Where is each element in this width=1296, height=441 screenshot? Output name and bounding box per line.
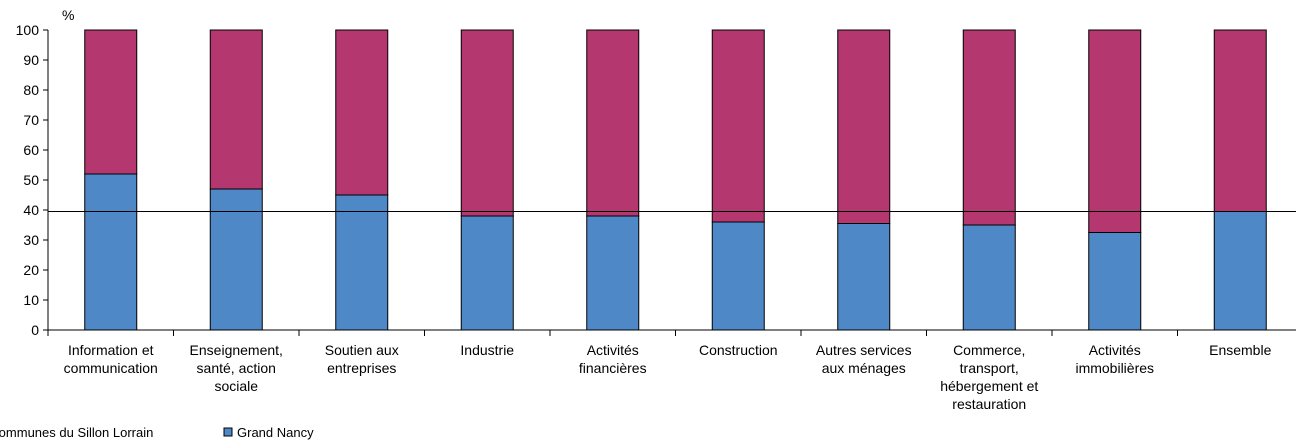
bar-segment-grand-nancy (335, 194, 389, 331)
y-tick-label: 30 (23, 232, 39, 248)
y-tick-label: 90 (23, 52, 39, 68)
x-axis: Information et communication Enseignement,… (47, 329, 1296, 412)
x-category-label: Ensemble (1209, 342, 1271, 358)
legend-label: Autres communes du Sillon Lorrain (0, 425, 153, 440)
bars (48, 29, 1296, 331)
bar-segment-grand-nancy (460, 215, 514, 331)
bar-segment-autres-communes (84, 29, 138, 175)
y-axis: 0 10 20 30 40 50 60 70 80 90 100 (16, 22, 49, 338)
x-category-label: Construction (699, 342, 778, 358)
bar-segment-grand-nancy (711, 221, 765, 331)
bar-segment-autres-communes (335, 29, 389, 196)
y-tick-label: 70 (23, 112, 39, 128)
bar-segment-grand-nancy (837, 223, 891, 331)
legend-swatch (223, 427, 233, 437)
y-tick-label: 100 (16, 22, 40, 38)
bar-segment-grand-nancy (209, 188, 263, 331)
y-tick-label: 60 (23, 142, 39, 158)
y-tick-label: 0 (31, 322, 39, 338)
x-category-label: Autres services aux ménages (816, 342, 912, 376)
bar-segment-grand-nancy (586, 215, 640, 331)
x-category-label: Soutien aux entreprises (325, 342, 399, 376)
bar-segment-autres-communes (586, 29, 640, 217)
x-category-label: Enseignement, santé, action sociale (190, 342, 283, 394)
y-unit-label: % (62, 7, 74, 23)
bar-segment-autres-communes (837, 29, 891, 224)
y-tick-label: 40 (23, 202, 39, 218)
bar-segment-grand-nancy (84, 173, 138, 331)
x-category-label: Activités immobilières (1075, 342, 1154, 376)
y-tick-label: 80 (23, 82, 39, 98)
y-tick-label: 50 (23, 172, 39, 188)
x-category-label: Activités financières (579, 342, 647, 376)
bar-segment-autres-communes (1088, 29, 1142, 233)
bar-segment-grand-nancy (1213, 211, 1267, 331)
legend-label: Grand Nancy (237, 425, 314, 440)
bar-segment-autres-communes (711, 29, 765, 223)
y-tick-label: 20 (23, 262, 39, 278)
x-category-label: Commerce, transport, hébergement et restaur… (940, 342, 1038, 412)
bar-segment-autres-communes (962, 29, 1016, 226)
bar-segment-autres-communes (460, 29, 514, 217)
legend: Autres communes du Sillon Lorrain Grand N… (0, 425, 314, 440)
y-tick-label: 10 (23, 292, 39, 308)
bar-segment-grand-nancy (962, 224, 1016, 331)
bar-segment-grand-nancy (1088, 232, 1142, 331)
bar-segment-autres-communes (209, 29, 263, 190)
x-category-label: Industrie (460, 342, 514, 358)
x-category-label: Information et communication (64, 342, 158, 376)
bar-segment-autres-communes (1213, 29, 1267, 212)
